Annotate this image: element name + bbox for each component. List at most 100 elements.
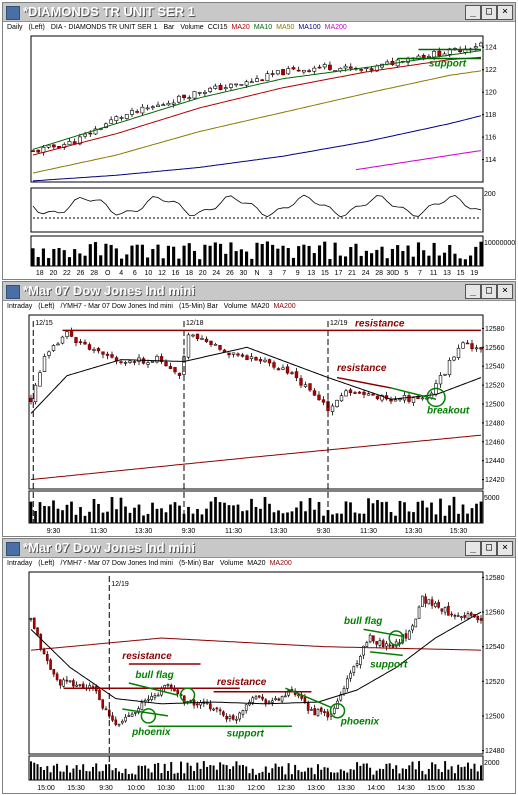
volume-bar bbox=[401, 251, 405, 266]
volume-bar bbox=[85, 771, 88, 780]
title-bar[interactable]: *Mar 07 Dow Jones Ind mini _ □ × bbox=[3, 539, 515, 558]
candle bbox=[104, 123, 108, 129]
minimize-button[interactable]: _ bbox=[465, 541, 481, 556]
x-tick-label: 9:30 bbox=[317, 528, 331, 535]
legend-item-ma20: MA20 bbox=[251, 303, 270, 310]
volume-bar bbox=[424, 774, 427, 780]
volume-bar bbox=[193, 771, 196, 780]
volume-bar bbox=[124, 506, 127, 523]
daily-chart-window: *DIAMONDS TR UNIT SER 1 _ □ × Daily (Lef… bbox=[2, 2, 516, 280]
candle bbox=[137, 708, 140, 713]
candle bbox=[306, 702, 310, 711]
maximize-button[interactable]: □ bbox=[481, 284, 497, 299]
date-mark: 12/19 bbox=[111, 581, 129, 588]
candle bbox=[450, 613, 453, 616]
candle bbox=[134, 712, 137, 714]
volume-bar bbox=[378, 768, 381, 780]
x-tick-label: 30D bbox=[386, 270, 399, 277]
candle bbox=[145, 107, 150, 110]
candle bbox=[240, 354, 245, 357]
minimize-button[interactable]: _ bbox=[465, 5, 481, 20]
close-button[interactable]: × bbox=[497, 284, 513, 299]
candle bbox=[303, 696, 307, 703]
volume-bar bbox=[439, 498, 442, 523]
volume-bar bbox=[339, 769, 342, 780]
candle bbox=[286, 68, 291, 75]
y-tick-label: 120 bbox=[485, 90, 497, 97]
volume-bar bbox=[304, 511, 307, 523]
volume-bar bbox=[209, 765, 212, 780]
candle bbox=[56, 343, 60, 346]
candle bbox=[187, 97, 192, 99]
volume-bar bbox=[475, 503, 478, 523]
volume-bar bbox=[326, 510, 330, 523]
volume-bar bbox=[205, 508, 208, 523]
x-tick-label: 10:00 bbox=[127, 785, 145, 792]
y-tick-label: 12500 bbox=[485, 402, 505, 409]
volume-bar bbox=[353, 512, 357, 523]
candle bbox=[55, 673, 59, 680]
volume-bar bbox=[385, 501, 388, 523]
x-tick-label: 12 bbox=[158, 270, 166, 277]
maximize-button[interactable]: □ bbox=[481, 5, 497, 20]
candle bbox=[254, 357, 258, 361]
volume-bar bbox=[416, 501, 420, 523]
volume-bar bbox=[88, 244, 92, 266]
x-tick-label: 26 bbox=[226, 270, 234, 277]
volume-bar bbox=[133, 507, 136, 523]
candle bbox=[213, 343, 218, 346]
minimize-button[interactable]: _ bbox=[465, 284, 481, 299]
close-button[interactable]: × bbox=[497, 5, 513, 20]
candle bbox=[284, 695, 287, 698]
volume-bar bbox=[189, 765, 192, 780]
volume-bar bbox=[140, 765, 143, 780]
candle bbox=[236, 353, 240, 356]
volume-bar bbox=[268, 503, 271, 523]
x-tick-label: 19 bbox=[470, 270, 478, 277]
title-bar[interactable]: *Mar 07 Dow Jones Ind mini _ □ × bbox=[3, 282, 515, 301]
volume-bar bbox=[49, 772, 52, 780]
y-tick-label: 12560 bbox=[485, 345, 505, 352]
volume-bar bbox=[151, 502, 154, 523]
volume-bar bbox=[99, 255, 103, 266]
candle bbox=[208, 87, 213, 92]
volume-bar bbox=[146, 513, 150, 523]
volume-bar bbox=[274, 763, 277, 780]
volume-bar bbox=[47, 506, 51, 523]
trend-line bbox=[285, 687, 332, 708]
volume-bar bbox=[406, 245, 410, 266]
volume-bar bbox=[106, 511, 109, 523]
volume-bar bbox=[82, 764, 85, 780]
y-tick-label: 122 bbox=[485, 67, 497, 74]
volume-bar bbox=[365, 763, 368, 780]
close-button[interactable]: × bbox=[497, 541, 513, 556]
candle bbox=[466, 613, 470, 619]
title-bar[interactable]: *DIAMONDS TR UNIT SER 1 _ □ × bbox=[3, 3, 515, 22]
volume-bar bbox=[388, 763, 391, 780]
volume-bar bbox=[385, 763, 388, 780]
candle bbox=[168, 366, 173, 369]
volume-bar bbox=[394, 515, 397, 523]
candle bbox=[479, 42, 483, 47]
candle bbox=[135, 111, 140, 113]
candle bbox=[33, 384, 38, 402]
volume-bar bbox=[137, 504, 141, 523]
ma-line-ma100 bbox=[32, 115, 482, 182]
candle bbox=[205, 702, 209, 705]
candle bbox=[39, 634, 43, 650]
volume-bar bbox=[208, 245, 212, 266]
candle bbox=[452, 356, 456, 361]
maximize-button[interactable]: □ bbox=[481, 541, 497, 556]
candle bbox=[114, 719, 118, 725]
volume-bar bbox=[458, 258, 462, 266]
volume-bar bbox=[178, 505, 181, 523]
y-tick-label: 12420 bbox=[485, 477, 505, 484]
volume-bar bbox=[297, 770, 300, 780]
candle bbox=[456, 347, 461, 359]
x-tick-label: 13:30 bbox=[270, 528, 288, 535]
flag-line bbox=[363, 628, 403, 638]
candle bbox=[231, 352, 236, 355]
x-tick-label: 30 bbox=[240, 270, 248, 277]
candle bbox=[426, 56, 431, 58]
candle bbox=[424, 596, 427, 604]
